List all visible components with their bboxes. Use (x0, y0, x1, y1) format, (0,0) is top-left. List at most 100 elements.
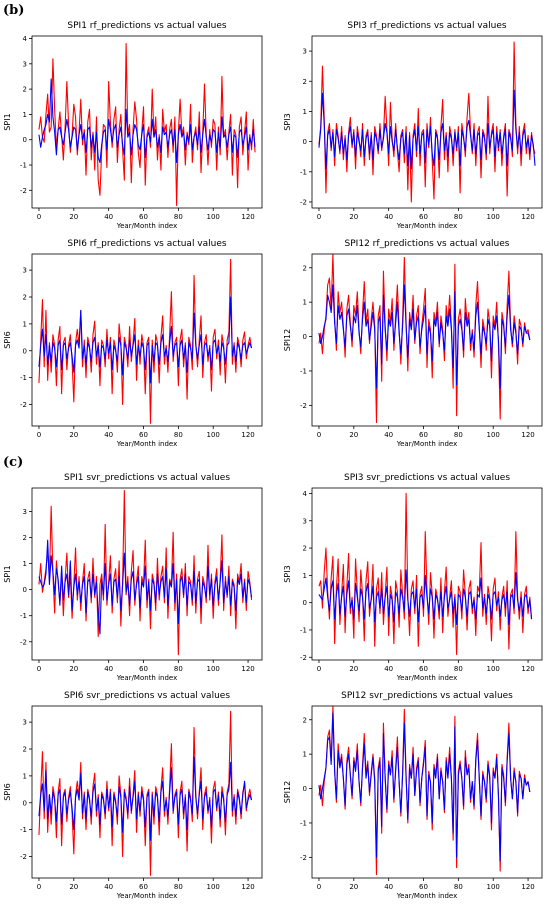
x-tick-label: 40 (384, 883, 393, 891)
series-line-predicted (38, 756, 253, 841)
series-line-actual (318, 253, 531, 424)
x-tick-label: 20 (349, 431, 358, 439)
y-tick-label: 2 (23, 86, 27, 94)
x-tick-label: 60 (139, 665, 148, 673)
y-tick-label: 2 (23, 534, 27, 542)
y-axis-label: SPI6 (3, 783, 12, 800)
x-tick-label: 120 (521, 665, 534, 673)
series-line-predicted (318, 89, 536, 170)
y-tick-label: 1 (303, 108, 307, 116)
plot-frame (31, 705, 263, 879)
x-tick-label: 100 (487, 213, 500, 221)
plot-frame (311, 705, 543, 879)
y-tick-label: 0 (303, 599, 307, 607)
x-tick-label: 120 (241, 883, 254, 891)
y-tick-label: -2 (300, 402, 307, 410)
y-tick-label: 2 (303, 716, 307, 724)
y-tick-label: -2 (20, 638, 27, 646)
x-tick-label: 60 (139, 431, 148, 439)
y-tick-label: 3 (23, 267, 27, 275)
y-tick-label: 3 (303, 48, 307, 56)
y-axis-label: SPI1 (3, 113, 12, 130)
x-tick-label: 0 (37, 665, 41, 673)
y-tick-label: 2 (303, 78, 307, 86)
chart-title: SPI1 svr_predictions vs actual values (64, 473, 230, 483)
y-axis-label: SPI12 (283, 781, 292, 803)
series-line-predicted (318, 569, 533, 626)
x-tick-label: 120 (521, 883, 534, 891)
x-axis-label: Year/Month index (116, 892, 178, 900)
plot-frame (311, 487, 543, 661)
y-tick-label: -2 (20, 187, 27, 195)
series-line-predicted (318, 712, 531, 862)
series-line-predicted (318, 284, 531, 389)
x-tick-label: 20 (349, 213, 358, 221)
series-line-predicted (38, 78, 256, 164)
plot-frame (31, 253, 263, 427)
x-tick-label: 20 (69, 431, 78, 439)
series-line-actual (38, 258, 253, 424)
y-tick-label: 0 (23, 799, 27, 807)
y-tick-label: 0 (303, 333, 307, 341)
x-tick-label: 0 (37, 883, 41, 891)
x-tick-label: 100 (487, 431, 500, 439)
x-tick-label: 0 (317, 665, 321, 673)
y-axis-label: SPI6 (3, 331, 12, 348)
y-tick-label: 4 (23, 35, 28, 43)
y-tick-label: 0 (23, 347, 27, 355)
x-tick-label: 100 (207, 431, 220, 439)
x-tick-label: 80 (454, 665, 463, 673)
y-tick-label: -1 (300, 168, 307, 176)
y-tick-label: 1 (23, 111, 27, 119)
y-tick-label: 3 (23, 508, 27, 516)
y-tick-label: 1 (23, 772, 27, 780)
chart-spi6-svr: SPI6 svr_predictions vs actual values 0 20… (3, 691, 263, 900)
y-tick-label: -2 (20, 401, 27, 409)
y-tick-label: -2 (300, 198, 307, 206)
y-tick-label: 3 (23, 719, 27, 727)
x-tick-label: 80 (454, 213, 463, 221)
x-tick-label: 40 (384, 431, 393, 439)
y-tick-label: 2 (303, 545, 307, 553)
y-tick-label: 2 (23, 294, 27, 302)
x-tick-label: 120 (521, 213, 534, 221)
x-tick-label: 40 (104, 213, 113, 221)
x-tick-label: 100 (207, 665, 220, 673)
series-line-actual (318, 41, 536, 203)
y-tick-label: -1 (20, 612, 27, 620)
y-axis-label: SPI12 (283, 329, 292, 351)
y-tick-label: 3 (303, 517, 307, 525)
panel-label-b: (b) (3, 3, 25, 18)
chart-title: SPI3 svr_predictions vs actual values (344, 473, 510, 483)
chart-title: SPI12 svr_predictions vs actual values (341, 691, 513, 701)
x-tick-label: 120 (241, 665, 254, 673)
y-tick-label: 1 (303, 572, 307, 580)
x-tick-label: 40 (104, 883, 113, 891)
x-tick-label: 40 (384, 213, 393, 221)
x-tick-label: 60 (419, 213, 428, 221)
x-tick-label: 100 (207, 213, 220, 221)
chart-title: SPI6 svr_predictions vs actual values (64, 691, 230, 701)
y-tick-label: -2 (300, 654, 307, 662)
x-tick-label: 40 (104, 431, 113, 439)
panel-label-c: (c) (3, 455, 24, 470)
y-tick-label: 1 (23, 560, 27, 568)
x-tick-label: 100 (207, 883, 220, 891)
x-tick-label: 80 (174, 431, 183, 439)
series-line-actual (38, 490, 253, 656)
y-tick-label: 0 (303, 138, 307, 146)
y-tick-label: -2 (20, 853, 27, 861)
x-tick-label: 60 (419, 431, 428, 439)
plot-frame (31, 487, 263, 661)
y-axis-label: SPI1 (3, 565, 12, 582)
x-tick-label: 20 (349, 883, 358, 891)
x-tick-label: 20 (69, 883, 78, 891)
x-axis-label: Year/Month index (396, 440, 458, 448)
y-tick-label: -1 (20, 374, 27, 382)
x-tick-label: 0 (317, 431, 321, 439)
x-tick-label: 80 (454, 883, 463, 891)
x-axis-label: Year/Month index (116, 674, 178, 682)
